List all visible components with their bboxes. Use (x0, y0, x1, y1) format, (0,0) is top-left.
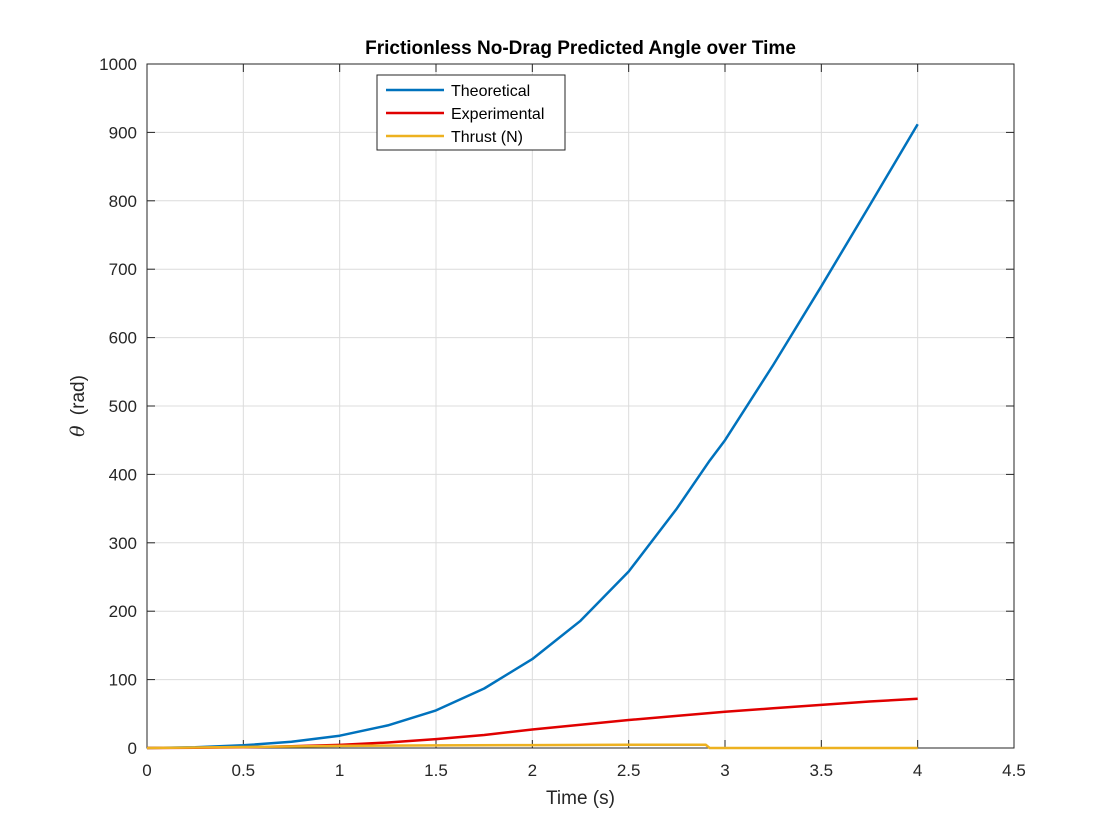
y-tick-label: 500 (109, 397, 137, 416)
tick-marks (146, 63, 1015, 749)
y-axis-label: θ (rad) (67, 375, 89, 437)
series-line-thrust-n (146, 743, 918, 750)
series-line-theoretical (146, 123, 919, 750)
x-tick-label: 1.5 (424, 761, 448, 780)
y-tick-label: 900 (109, 123, 137, 142)
y-axis-label-unit: (rad) (68, 375, 89, 415)
y-tick-label: 300 (109, 534, 137, 553)
y-tick-label: 100 (109, 671, 137, 690)
x-tick-labels: 0 0.5 1 1.5 2 2.5 3 3.5 4 4.5 (142, 761, 1026, 780)
legend-entry-thrust: Thrust (N) (451, 129, 523, 146)
x-axis-label: Time (s) (546, 788, 615, 809)
x-tick-label: 2 (528, 761, 537, 780)
x-tick-label: 3 (720, 761, 729, 780)
y-tick-labels: 0 100 200 300 400 500 600 700 800 900 1000 (99, 55, 137, 758)
x-tick-label: 0 (142, 761, 151, 780)
legend-entry-experimental: Experimental (451, 106, 544, 123)
y-tick-label: 600 (109, 329, 137, 348)
y-tick-label: 1000 (99, 55, 137, 74)
chart-title: Frictionless No-Drag Predicted Angle ove… (365, 38, 796, 59)
y-tick-label: 0 (128, 739, 137, 758)
y-tick-label: 800 (109, 192, 137, 211)
x-tick-label: 1 (335, 761, 344, 780)
y-tick-label: 200 (109, 602, 137, 621)
y-tick-label: 700 (109, 260, 137, 279)
x-tick-label: 4 (913, 761, 922, 780)
x-tick-label: 4.5 (1002, 761, 1026, 780)
y-tick-label: 400 (109, 465, 137, 484)
legend: Theoretical Experimental Thrust (N) (376, 74, 566, 151)
x-tick-label: 2.5 (617, 761, 641, 780)
series-lines (146, 123, 919, 750)
legend-entry-theoretical: Theoretical (451, 83, 530, 100)
x-tick-label: 3.5 (810, 761, 834, 780)
y-axis-label-symbol: θ (67, 425, 89, 437)
x-tick-label: 0.5 (232, 761, 256, 780)
